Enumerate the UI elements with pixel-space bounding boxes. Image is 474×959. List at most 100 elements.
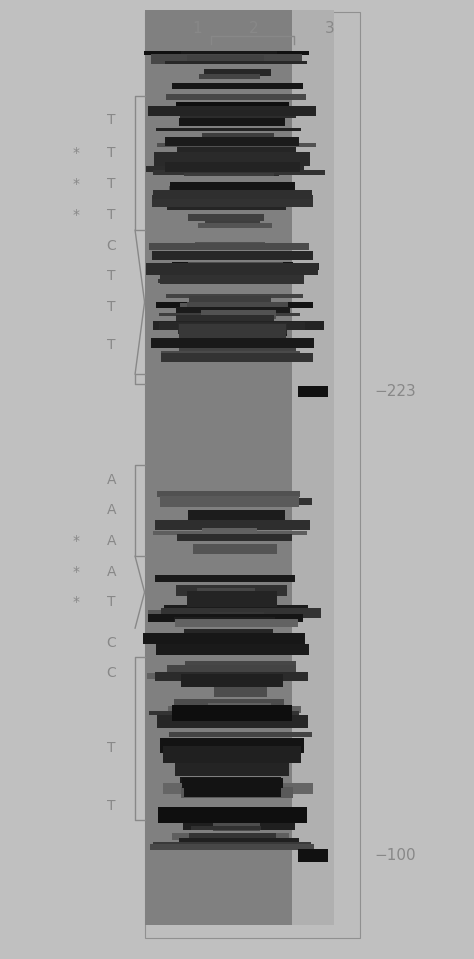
Bar — [193, 194, 276, 201]
Bar — [177, 534, 292, 541]
Text: T: T — [107, 113, 116, 127]
Bar — [157, 491, 300, 497]
Bar — [175, 763, 289, 776]
Bar — [160, 271, 304, 284]
Bar — [147, 610, 312, 617]
Bar — [165, 294, 303, 298]
Bar — [187, 56, 264, 63]
Text: 1: 1 — [192, 21, 201, 36]
Bar — [153, 321, 324, 330]
Text: T: T — [107, 269, 116, 283]
Bar — [198, 222, 272, 228]
Bar — [188, 215, 264, 222]
Bar — [183, 629, 273, 640]
Bar — [143, 633, 305, 643]
Bar — [187, 331, 287, 336]
Bar — [154, 531, 307, 535]
Bar — [170, 182, 295, 194]
Bar — [176, 102, 289, 107]
Bar — [169, 186, 283, 191]
Bar — [189, 833, 276, 843]
Bar — [168, 811, 287, 820]
Bar — [175, 585, 287, 596]
Bar — [150, 844, 314, 850]
Bar — [184, 662, 296, 669]
Bar — [158, 279, 292, 283]
Bar — [197, 588, 255, 597]
Text: C: C — [107, 239, 116, 252]
Bar — [167, 201, 286, 210]
Bar — [172, 706, 292, 720]
Bar — [160, 738, 304, 754]
Bar — [179, 324, 286, 338]
Bar — [148, 615, 303, 622]
Text: A: A — [107, 534, 116, 548]
Bar — [176, 316, 274, 324]
Bar — [156, 302, 313, 309]
Bar — [193, 544, 277, 553]
Bar — [179, 838, 299, 849]
Bar — [182, 824, 295, 830]
Text: *: * — [73, 534, 79, 548]
Bar — [161, 351, 300, 356]
Text: T: T — [107, 339, 116, 352]
Bar — [188, 510, 285, 520]
Text: 2: 2 — [249, 21, 258, 36]
Bar — [201, 341, 266, 351]
Bar — [157, 714, 308, 728]
Text: 3: 3 — [325, 21, 334, 36]
Bar — [152, 269, 315, 272]
Text: *: * — [73, 596, 79, 609]
Text: T: T — [107, 799, 116, 812]
Bar — [156, 643, 310, 655]
Bar — [184, 173, 274, 175]
Bar — [180, 303, 278, 308]
Bar — [195, 165, 262, 171]
Bar — [298, 850, 328, 861]
Bar — [177, 147, 296, 156]
Bar — [188, 262, 283, 271]
Bar — [183, 783, 281, 797]
Bar — [172, 83, 303, 89]
Bar — [158, 313, 300, 316]
Bar — [172, 833, 289, 840]
Bar — [208, 703, 272, 713]
Bar — [175, 619, 298, 627]
Bar — [146, 166, 304, 173]
Bar — [151, 55, 302, 63]
Bar — [165, 137, 299, 146]
Text: C: C — [107, 636, 116, 649]
Bar — [176, 307, 291, 313]
Bar — [195, 743, 286, 753]
Bar — [163, 813, 302, 824]
Bar — [181, 787, 293, 798]
Bar — [198, 679, 265, 686]
Bar — [144, 51, 310, 55]
Bar — [155, 520, 310, 530]
Text: A: A — [107, 565, 116, 578]
Bar — [152, 251, 313, 261]
Bar — [187, 169, 267, 174]
Bar — [186, 193, 268, 199]
Bar — [213, 823, 260, 831]
Bar — [169, 732, 312, 737]
Bar — [156, 128, 301, 131]
Bar — [174, 617, 275, 621]
Bar — [164, 746, 301, 762]
Bar — [167, 666, 296, 674]
Bar — [181, 51, 277, 58]
Bar — [204, 69, 271, 76]
Bar — [155, 574, 295, 582]
Bar — [149, 243, 309, 250]
Bar — [145, 10, 320, 925]
Bar — [214, 686, 267, 697]
Bar — [174, 699, 284, 710]
Bar — [201, 310, 275, 319]
Bar — [149, 712, 300, 715]
Text: *: * — [73, 177, 79, 191]
Bar — [161, 608, 321, 618]
Bar — [146, 263, 319, 275]
Bar — [154, 152, 310, 166]
Text: *: * — [73, 147, 79, 160]
Bar — [181, 674, 283, 687]
